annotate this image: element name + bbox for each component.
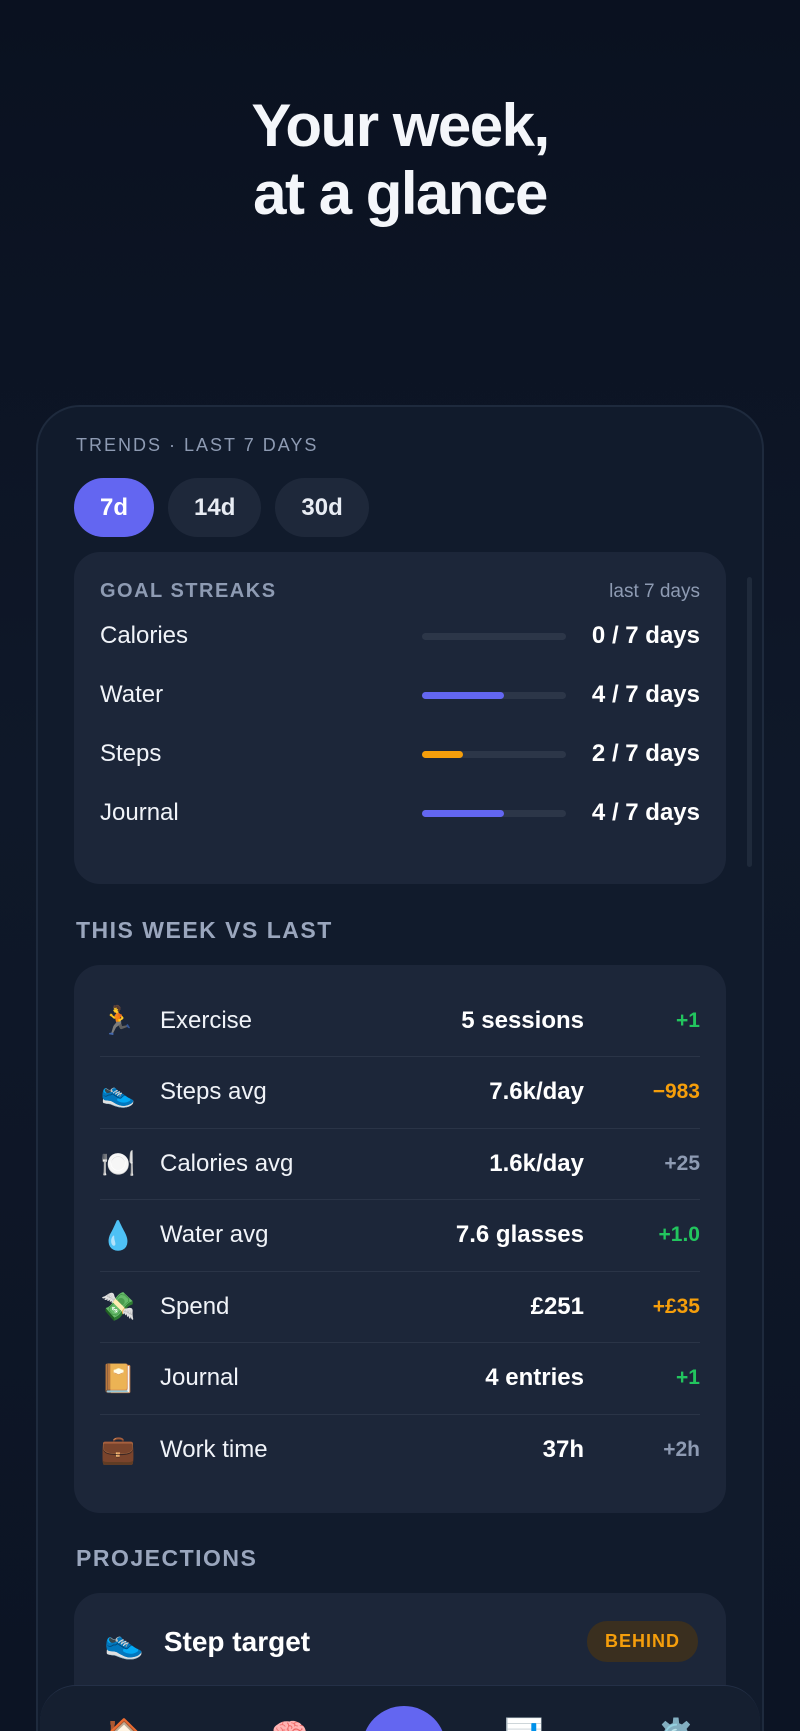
row-divider (100, 1056, 700, 1057)
compare-change: +1 (676, 1008, 700, 1032)
range-pill-7d[interactable]: 7d (74, 478, 155, 537)
runner-icon: 🏃 (100, 1005, 136, 1036)
money-wings-icon: 💸 (100, 1291, 136, 1322)
compare-amount: 7.6 glasses (455, 1221, 584, 1248)
compare-change: +£35 (652, 1294, 700, 1318)
hero-title: Your week, at a glance (0, 92, 800, 228)
range-selector: 7d 14d 30d (74, 478, 369, 537)
scrollbar[interactable] (747, 577, 752, 867)
streak-value: 0 / 7 days (591, 622, 700, 649)
tab-trends[interactable]: 📊 (504, 1716, 544, 1731)
row-divider (100, 1199, 700, 1200)
compare-row[interactable]: 💼 Work time 37h +2h (100, 1414, 700, 1485)
briefcase-icon: 💼 (100, 1434, 136, 1465)
compare-label: Water avg (160, 1221, 269, 1248)
sneaker-icon: 👟 (100, 1076, 136, 1108)
gear-icon: ⚙️ (656, 1717, 696, 1731)
projection-card[interactable]: 👟 Step target BEHIND (74, 1593, 726, 1731)
notebook-icon: 📔 (100, 1362, 136, 1394)
projections-title: PROJECTIONS (76, 1545, 258, 1571)
phone-screen: TRENDS · LAST 7 DAYS 7d 14d 30d GOAL STR… (36, 405, 764, 1731)
streak-name: Steps (100, 740, 162, 767)
row-divider (100, 1342, 700, 1343)
hero-line-1: Your week, (251, 92, 550, 159)
range-pill-14d[interactable]: 14d (168, 478, 262, 537)
streak-progress-fill (422, 809, 505, 817)
sneaker-icon: 👟 (104, 1623, 144, 1660)
compare-row[interactable]: 💧 Water avg 7.6 glasses +1.0 (100, 1200, 700, 1271)
projection-label: Step target (163, 1625, 311, 1657)
compare-label: Exercise (160, 1006, 253, 1034)
add-button[interactable] (362, 1706, 446, 1731)
goal-streaks-subtitle: last 7 days (609, 580, 700, 602)
compare-row[interactable]: 🍽️ Calories avg 1.6k/day +25 (100, 1128, 700, 1199)
compare-amount: 7.6k/day (489, 1078, 584, 1105)
compare-title: THIS WEEK VS LAST (76, 917, 333, 943)
compare-row[interactable]: 🏃 Exercise 5 sessions +1 (100, 985, 700, 1056)
compare-change: +25 (664, 1151, 700, 1175)
hero-line-2: at a glance (253, 160, 548, 227)
compare-row[interactable]: 📔 Journal 4 entries +1 (100, 1343, 700, 1414)
status-badge: BEHIND (586, 1621, 698, 1662)
row-divider (100, 1127, 700, 1129)
streak-progress-bar (422, 809, 566, 817)
compare-change: +1.0 (658, 1223, 700, 1246)
compare-amount: £251 (530, 1292, 584, 1320)
streak-row: Water 4 / 7 days (100, 675, 700, 715)
compare-label: Work time (160, 1435, 268, 1463)
goal-streaks-title: GOAL STREAKS (100, 580, 277, 602)
compare-card: 🏃 Exercise 5 sessions +1 👟 Steps avg 7.6k/day −… (74, 965, 726, 1513)
compare-change: −983 (652, 1080, 700, 1103)
tab-settings[interactable]: ⚙️ (656, 1716, 696, 1731)
streak-progress-fill (422, 750, 464, 758)
row-divider (100, 1270, 700, 1272)
compare-label: Spend (160, 1292, 230, 1320)
compare-amount: 1.6k/day (489, 1149, 584, 1177)
tab-bar: 🏠 🧠 📊 ⚙️ (40, 1685, 760, 1731)
compare-row[interactable]: 👟 Steps avg 7.6k/day −983 (100, 1057, 700, 1128)
streak-row: Steps 2 / 7 days (100, 734, 700, 774)
compare-amount: 5 sessions (461, 1006, 584, 1034)
streak-value: 4 / 7 days (591, 681, 700, 708)
compare-change: +2h (663, 1437, 700, 1461)
streak-name: Calories (100, 622, 189, 649)
streak-progress-bar (422, 632, 566, 640)
streak-value: 2 / 7 days (591, 740, 700, 767)
tab-home[interactable]: 🏠 (104, 1716, 144, 1731)
streak-value: 4 / 7 days (591, 799, 700, 826)
compare-amount: 4 entries (485, 1364, 584, 1391)
streak-name: Water (100, 681, 164, 708)
trends-label: TRENDS · LAST 7 DAYS (76, 435, 319, 455)
compare-label: Journal (160, 1364, 239, 1391)
droplet-icon: 💧 (100, 1219, 136, 1251)
brain-icon: 🧠 (270, 1717, 310, 1731)
compare-label: Steps avg (160, 1078, 267, 1105)
range-pill-30d[interactable]: 30d (275, 478, 369, 537)
streak-progress-fill (422, 691, 505, 699)
goal-streaks-card: GOAL STREAKS last 7 days Calories 0 / 7 d… (74, 552, 726, 884)
plate-icon: 🍽️ (100, 1148, 136, 1179)
streak-name: Journal (100, 799, 179, 826)
compare-change: +1 (676, 1366, 700, 1389)
streak-progress-bar (422, 691, 566, 699)
streak-row: Calories 0 / 7 days (100, 616, 700, 656)
tab-mind[interactable]: 🧠 (270, 1716, 310, 1731)
bar-chart-icon: 📊 (504, 1717, 544, 1731)
compare-label: Calories avg (160, 1149, 294, 1177)
compare-row[interactable]: 💸 Spend £251 +£35 (100, 1271, 700, 1342)
compare-amount: 37h (542, 1435, 584, 1463)
streak-row: Journal 4 / 7 days (100, 793, 700, 833)
row-divider (100, 1413, 700, 1415)
home-icon: 🏠 (104, 1717, 144, 1731)
streak-progress-bar (422, 750, 566, 758)
